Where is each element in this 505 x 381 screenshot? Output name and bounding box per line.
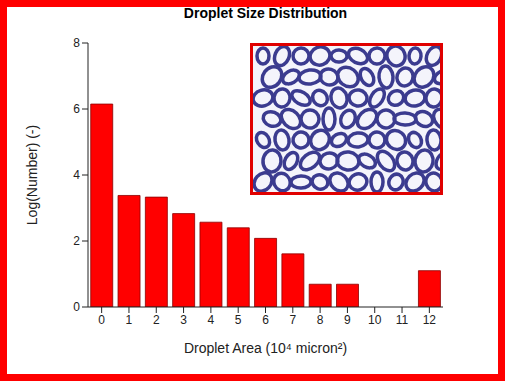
svg-text:6: 6 [73, 102, 80, 116]
svg-text:0: 0 [98, 313, 105, 327]
svg-text:6: 6 [262, 313, 269, 327]
svg-text:0: 0 [73, 300, 80, 314]
svg-text:1: 1 [126, 313, 133, 327]
svg-text:8: 8 [73, 36, 80, 50]
svg-text:10: 10 [368, 313, 382, 327]
svg-text:Droplet Area (10⁴ micron²): Droplet Area (10⁴ micron²) [184, 340, 347, 356]
svg-text:5: 5 [235, 313, 242, 327]
svg-text:2: 2 [153, 313, 160, 327]
svg-text:7: 7 [289, 313, 296, 327]
svg-text:9: 9 [344, 313, 351, 327]
svg-text:2: 2 [73, 234, 80, 248]
svg-text:Log(Number) (-): Log(Number) (-) [24, 125, 40, 225]
svg-text:4: 4 [208, 313, 215, 327]
html-text:Droplet Size Distribution: Droplet Size Distribution [183, 5, 348, 21]
svg-text:12: 12 [423, 313, 437, 327]
svg-text:11: 11 [396, 313, 409, 327]
svg-text:3: 3 [180, 313, 187, 327]
svg-text:4: 4 [73, 168, 80, 182]
svg-text:8: 8 [317, 313, 324, 327]
